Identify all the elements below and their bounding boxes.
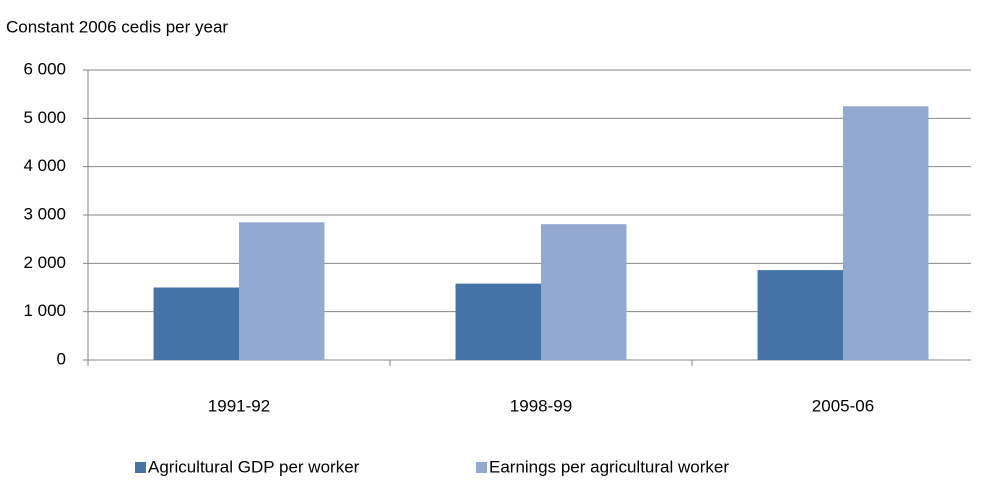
y-tick-label: 5 000	[23, 108, 66, 127]
y-tick-label: 4 000	[23, 156, 66, 175]
legend-label: Earnings per agricultural worker	[489, 457, 729, 476]
x-tick-label: 1998-99	[510, 396, 572, 415]
x-tick-label: 1991-92	[208, 396, 270, 415]
y-tick-label: 1 000	[23, 301, 66, 320]
bar	[239, 222, 325, 360]
y-tick-label: 2 000	[23, 253, 66, 272]
y-tick-label: 3 000	[23, 204, 66, 223]
y-axis-label: Constant 2006 cedis per year	[6, 17, 228, 36]
y-tick-label: 6 000	[23, 59, 66, 78]
legend-swatch	[476, 462, 487, 473]
bar	[541, 224, 627, 360]
bar	[153, 287, 239, 360]
bar	[843, 106, 929, 360]
bar	[455, 283, 541, 360]
bar	[757, 270, 843, 360]
y-tick-label: 0	[57, 349, 66, 368]
x-tick-label: 2005-06	[812, 396, 874, 415]
legend-swatch	[135, 462, 146, 473]
legend-label: Agricultural GDP per worker	[148, 457, 360, 476]
